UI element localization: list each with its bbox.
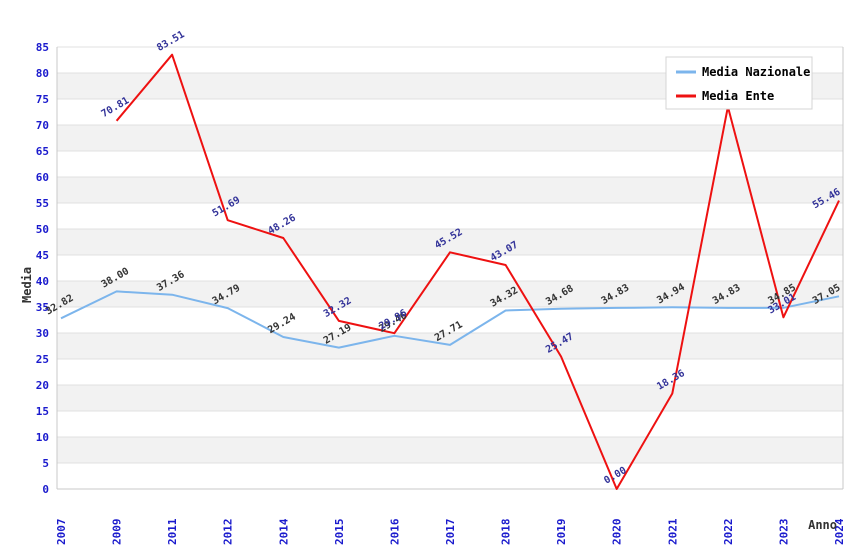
plot-band — [57, 281, 843, 307]
y-tick-label: 35 — [36, 301, 49, 314]
plot-band — [57, 151, 843, 177]
plot-band — [57, 333, 843, 359]
x-tick-label: 2007 — [55, 519, 68, 546]
plot-band — [57, 307, 843, 333]
y-tick-label: 0 — [42, 483, 49, 496]
x-tick-label: 2009 — [111, 519, 124, 546]
plot-band — [57, 177, 843, 203]
y-tick-label: 55 — [36, 197, 49, 210]
y-tick-label: 70 — [36, 119, 49, 132]
series-line-media-ente[interactable] — [115, 53, 840, 490]
plot-band — [57, 125, 843, 151]
x-tick-label: 2012 — [222, 519, 235, 546]
y-tick-label: 60 — [36, 171, 49, 184]
y-tick-label: 45 — [36, 249, 49, 262]
x-tick-label: 2023 — [777, 519, 790, 546]
y-tick-label: 10 — [36, 431, 49, 444]
legend-label: Media Ente — [702, 89, 774, 103]
y-tick-label: 85 — [36, 41, 49, 54]
x-tick-label: 2016 — [388, 518, 401, 545]
plot-band — [57, 255, 843, 281]
y-tick-label: 15 — [36, 405, 49, 418]
legend-label: Media Nazionale — [702, 65, 810, 79]
y-tick-label: 20 — [36, 379, 49, 392]
x-tick-label: 2017 — [444, 519, 457, 546]
y-tick-label: 50 — [36, 223, 49, 236]
x-tick-label: 2021 — [666, 518, 679, 545]
x-tick-label: 2020 — [611, 519, 624, 546]
plot-band — [57, 463, 843, 489]
plot-band — [57, 203, 843, 229]
x-tick-label: 2015 — [333, 519, 346, 546]
y-tick-label: 25 — [36, 353, 49, 366]
y-tick-label: 40 — [36, 275, 49, 288]
y-tick-label: 5 — [42, 457, 49, 470]
legend-box — [665, 56, 813, 110]
y-tick-label: 30 — [36, 327, 49, 340]
y-tick-label: 80 — [36, 67, 49, 80]
plot-band — [57, 229, 843, 255]
plot-band — [57, 359, 843, 385]
x-tick-label: 2022 — [722, 519, 735, 546]
legend-item-media-ente[interactable]: Media Ente — [676, 89, 774, 103]
x-tick-label: 2018 — [500, 519, 513, 546]
series-line-media-nazionale[interactable] — [60, 290, 840, 349]
y-tick-label: 75 — [36, 93, 49, 106]
x-axis-title: Anno — [808, 518, 837, 532]
plot-band — [57, 385, 843, 411]
legend-item-media-nazionale[interactable]: Media Nazionale — [676, 65, 810, 79]
x-tick-label: 2014 — [277, 518, 290, 545]
y-tick-label: 65 — [36, 145, 49, 158]
x-tick-label: 2024 — [833, 518, 846, 545]
x-tick-label: 2011 — [166, 518, 179, 545]
y-axis-title: Media — [20, 267, 34, 303]
plot-band — [57, 411, 843, 437]
x-tick-label: 2019 — [555, 519, 568, 546]
plot-band — [57, 437, 843, 463]
